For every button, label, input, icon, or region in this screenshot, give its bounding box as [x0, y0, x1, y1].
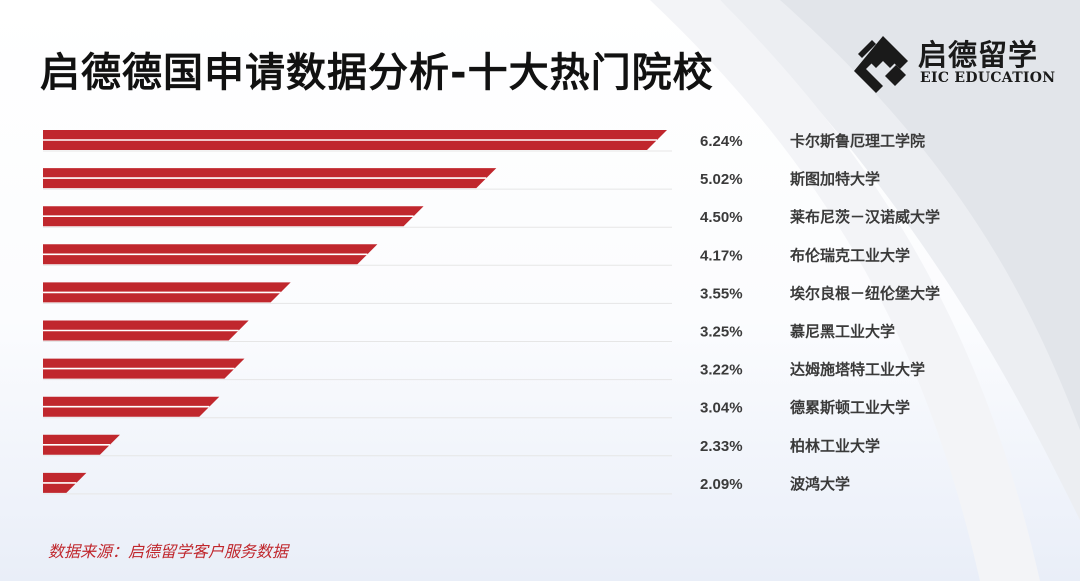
- category-label: 柏林工业大学: [790, 437, 880, 455]
- brand-logo: 启德留学 EIC EDUCATION: [852, 30, 1062, 96]
- category-label: 斯图加特大学: [790, 170, 880, 188]
- value-label: 3.55%: [700, 285, 743, 302]
- value-label: 3.25%: [700, 324, 743, 341]
- category-label: 莱布尼茨－汉诺威大学: [790, 208, 940, 226]
- category-label: 波鸿大学: [790, 475, 850, 493]
- value-label: 3.22%: [700, 362, 743, 379]
- page-title: 启德德国申请数据分析-十大热门院校: [40, 50, 714, 96]
- logo-text-cn: 启德留学: [918, 38, 1039, 72]
- category-label: 布伦瑞克工业大学: [790, 246, 910, 264]
- value-label: 6.24%: [700, 133, 743, 150]
- value-label: 2.33%: [700, 438, 743, 455]
- value-label: 3.04%: [700, 400, 743, 417]
- category-label: 埃尔良根－纽伦堡大学: [790, 284, 940, 302]
- data-source-note: 数据来源：启德留学客户服务数据: [48, 542, 289, 561]
- category-label: 卡尔斯鲁厄理工学院: [790, 132, 925, 150]
- value-label: 2.09%: [700, 476, 743, 493]
- value-label: 4.50%: [700, 209, 743, 226]
- category-label: 达姆施塔特工业大学: [790, 361, 925, 379]
- logo-text-en: EIC EDUCATION: [920, 70, 1056, 86]
- value-label: 5.02%: [700, 171, 743, 188]
- eic-logo-icon: [854, 36, 908, 93]
- value-label: 4.17%: [700, 247, 743, 264]
- category-label: 德累斯顿工业大学: [790, 399, 910, 417]
- category-label: 慕尼黑工业大学: [789, 323, 895, 341]
